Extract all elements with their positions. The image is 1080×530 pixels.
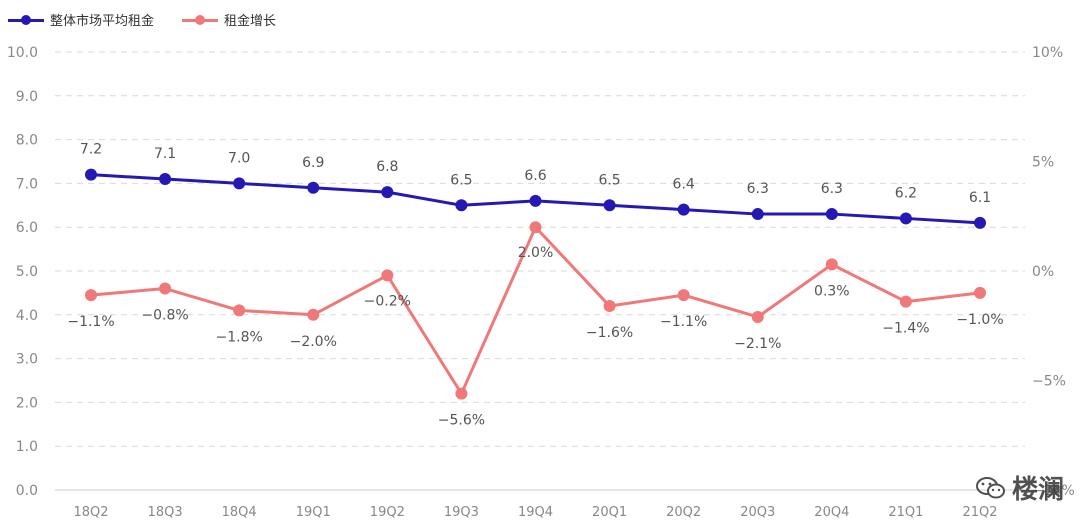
rent-data-label: 6.5 <box>598 172 620 188</box>
legend-rent-label: 整体市场平均租金 <box>50 14 155 29</box>
x-tick-label: 20Q4 <box>814 505 849 520</box>
x-tick-label: 18Q2 <box>73 505 108 520</box>
x-tick-label: 19Q2 <box>370 505 405 520</box>
watermark: 楼澜 <box>975 469 1064 506</box>
rent-data-label: 6.4 <box>673 177 695 193</box>
rent-point <box>603 199 616 212</box>
growth-point <box>233 304 246 317</box>
rent-data-label: 6.1 <box>969 190 991 206</box>
legend-rent-swatch <box>8 14 44 25</box>
y-left-tick-label: 6.0 <box>16 220 38 236</box>
growth-point <box>159 282 172 295</box>
growth-point <box>751 310 764 323</box>
growth-point <box>825 258 838 271</box>
growth-data-label: −2.0% <box>290 334 337 350</box>
rent-point <box>455 199 468 212</box>
growth-point <box>529 221 542 234</box>
rent-point <box>307 181 320 194</box>
rent-data-label: 7.0 <box>228 150 250 166</box>
growth-data-label: −1.1% <box>67 314 114 330</box>
y-left-tick-label: 4.0 <box>16 308 38 324</box>
wechat-icon <box>975 476 1005 498</box>
growth-point <box>603 300 616 313</box>
rent-data-label: 6.3 <box>821 181 843 197</box>
growth-point <box>899 295 912 308</box>
rent-point <box>751 208 764 221</box>
rent-data-label: 7.1 <box>154 146 176 162</box>
y-left-tick-label: 3.0 <box>16 352 38 368</box>
x-tick-label: 21Q1 <box>888 505 923 520</box>
rent-data-label: 6.6 <box>524 168 546 184</box>
y-right-tick-label: 10% <box>1032 45 1063 61</box>
rent-data-label: 6.8 <box>376 159 398 175</box>
growth-data-label: −1.0% <box>956 312 1003 328</box>
x-tick-label: 19Q3 <box>444 505 479 520</box>
x-tick-label: 18Q4 <box>222 505 257 520</box>
legend-item-rent[interactable]: 整体市场平均租金 <box>8 10 154 29</box>
rent-point <box>974 216 986 229</box>
legend-growth-label: 租金增长 <box>224 14 277 29</box>
x-tick-label: 19Q4 <box>518 505 553 520</box>
y-left-tick-label: 0.0 <box>16 483 38 499</box>
x-tick-label: 21Q2 <box>962 505 997 520</box>
y-left-tick-label: 5.0 <box>16 264 38 280</box>
growth-point <box>677 289 690 302</box>
watermark-text: 楼澜 <box>1011 475 1064 505</box>
rent-point <box>159 173 172 186</box>
rent-data-label: 6.5 <box>450 172 472 188</box>
legend: 整体市场平均租金 租金增长 <box>8 10 276 29</box>
rent-point <box>899 212 912 225</box>
y-left-tick-label: 2.0 <box>16 395 38 411</box>
legend-item-growth[interactable]: 租金增长 <box>182 10 276 29</box>
growth-data-label: −2.1% <box>734 336 781 352</box>
y-right-tick-label: 5% <box>1032 155 1054 171</box>
growth-data-label: −1.8% <box>216 329 263 345</box>
growth-data-label: −1.4% <box>882 321 929 337</box>
rent-point <box>233 177 246 190</box>
rent-point <box>381 186 394 199</box>
x-tick-label: 20Q2 <box>666 505 701 520</box>
growth-data-label: 0.3% <box>814 283 850 299</box>
growth-point <box>455 387 468 400</box>
y-left-tick-label: 10.0 <box>7 45 38 61</box>
y-left-tick-label: 7.0 <box>16 176 38 192</box>
rent-data-label: 7.2 <box>80 142 102 158</box>
growth-data-label: −1.1% <box>660 314 707 330</box>
legend-growth-swatch <box>182 14 219 25</box>
growth-data-label: −5.6% <box>438 413 485 429</box>
x-tick-label: 20Q3 <box>740 505 775 520</box>
x-tick-label: 19Q1 <box>296 505 331 520</box>
rent-point <box>677 203 690 216</box>
y-left-tick-label: 1.0 <box>16 439 38 455</box>
y-right-tick-label: −10% <box>1032 483 1075 499</box>
growth-point <box>85 289 97 302</box>
rent-point <box>825 208 838 221</box>
growth-data-label: 2.0% <box>518 245 554 261</box>
y-right-tick-label: −5% <box>1032 374 1066 390</box>
rent-point <box>85 168 97 181</box>
growth-data-label: −1.6% <box>586 325 633 341</box>
growth-data-label: −0.8% <box>141 308 188 324</box>
growth-point <box>307 308 320 321</box>
rent-point <box>529 194 542 207</box>
y-left-tick-label: 9.0 <box>16 89 38 105</box>
y-right-tick-label: 0% <box>1032 264 1054 280</box>
rent-data-label: 6.3 <box>747 181 769 197</box>
rent-data-label: 6.2 <box>895 185 917 201</box>
rent-data-label: 6.9 <box>302 155 324 171</box>
y-left-tick-label: 8.0 <box>16 133 38 149</box>
growth-point <box>974 286 986 299</box>
x-tick-label: 18Q3 <box>148 505 183 520</box>
growth-point <box>381 269 394 282</box>
x-tick-label: 20Q1 <box>592 505 627 520</box>
growth-data-label: −0.2% <box>364 293 411 309</box>
